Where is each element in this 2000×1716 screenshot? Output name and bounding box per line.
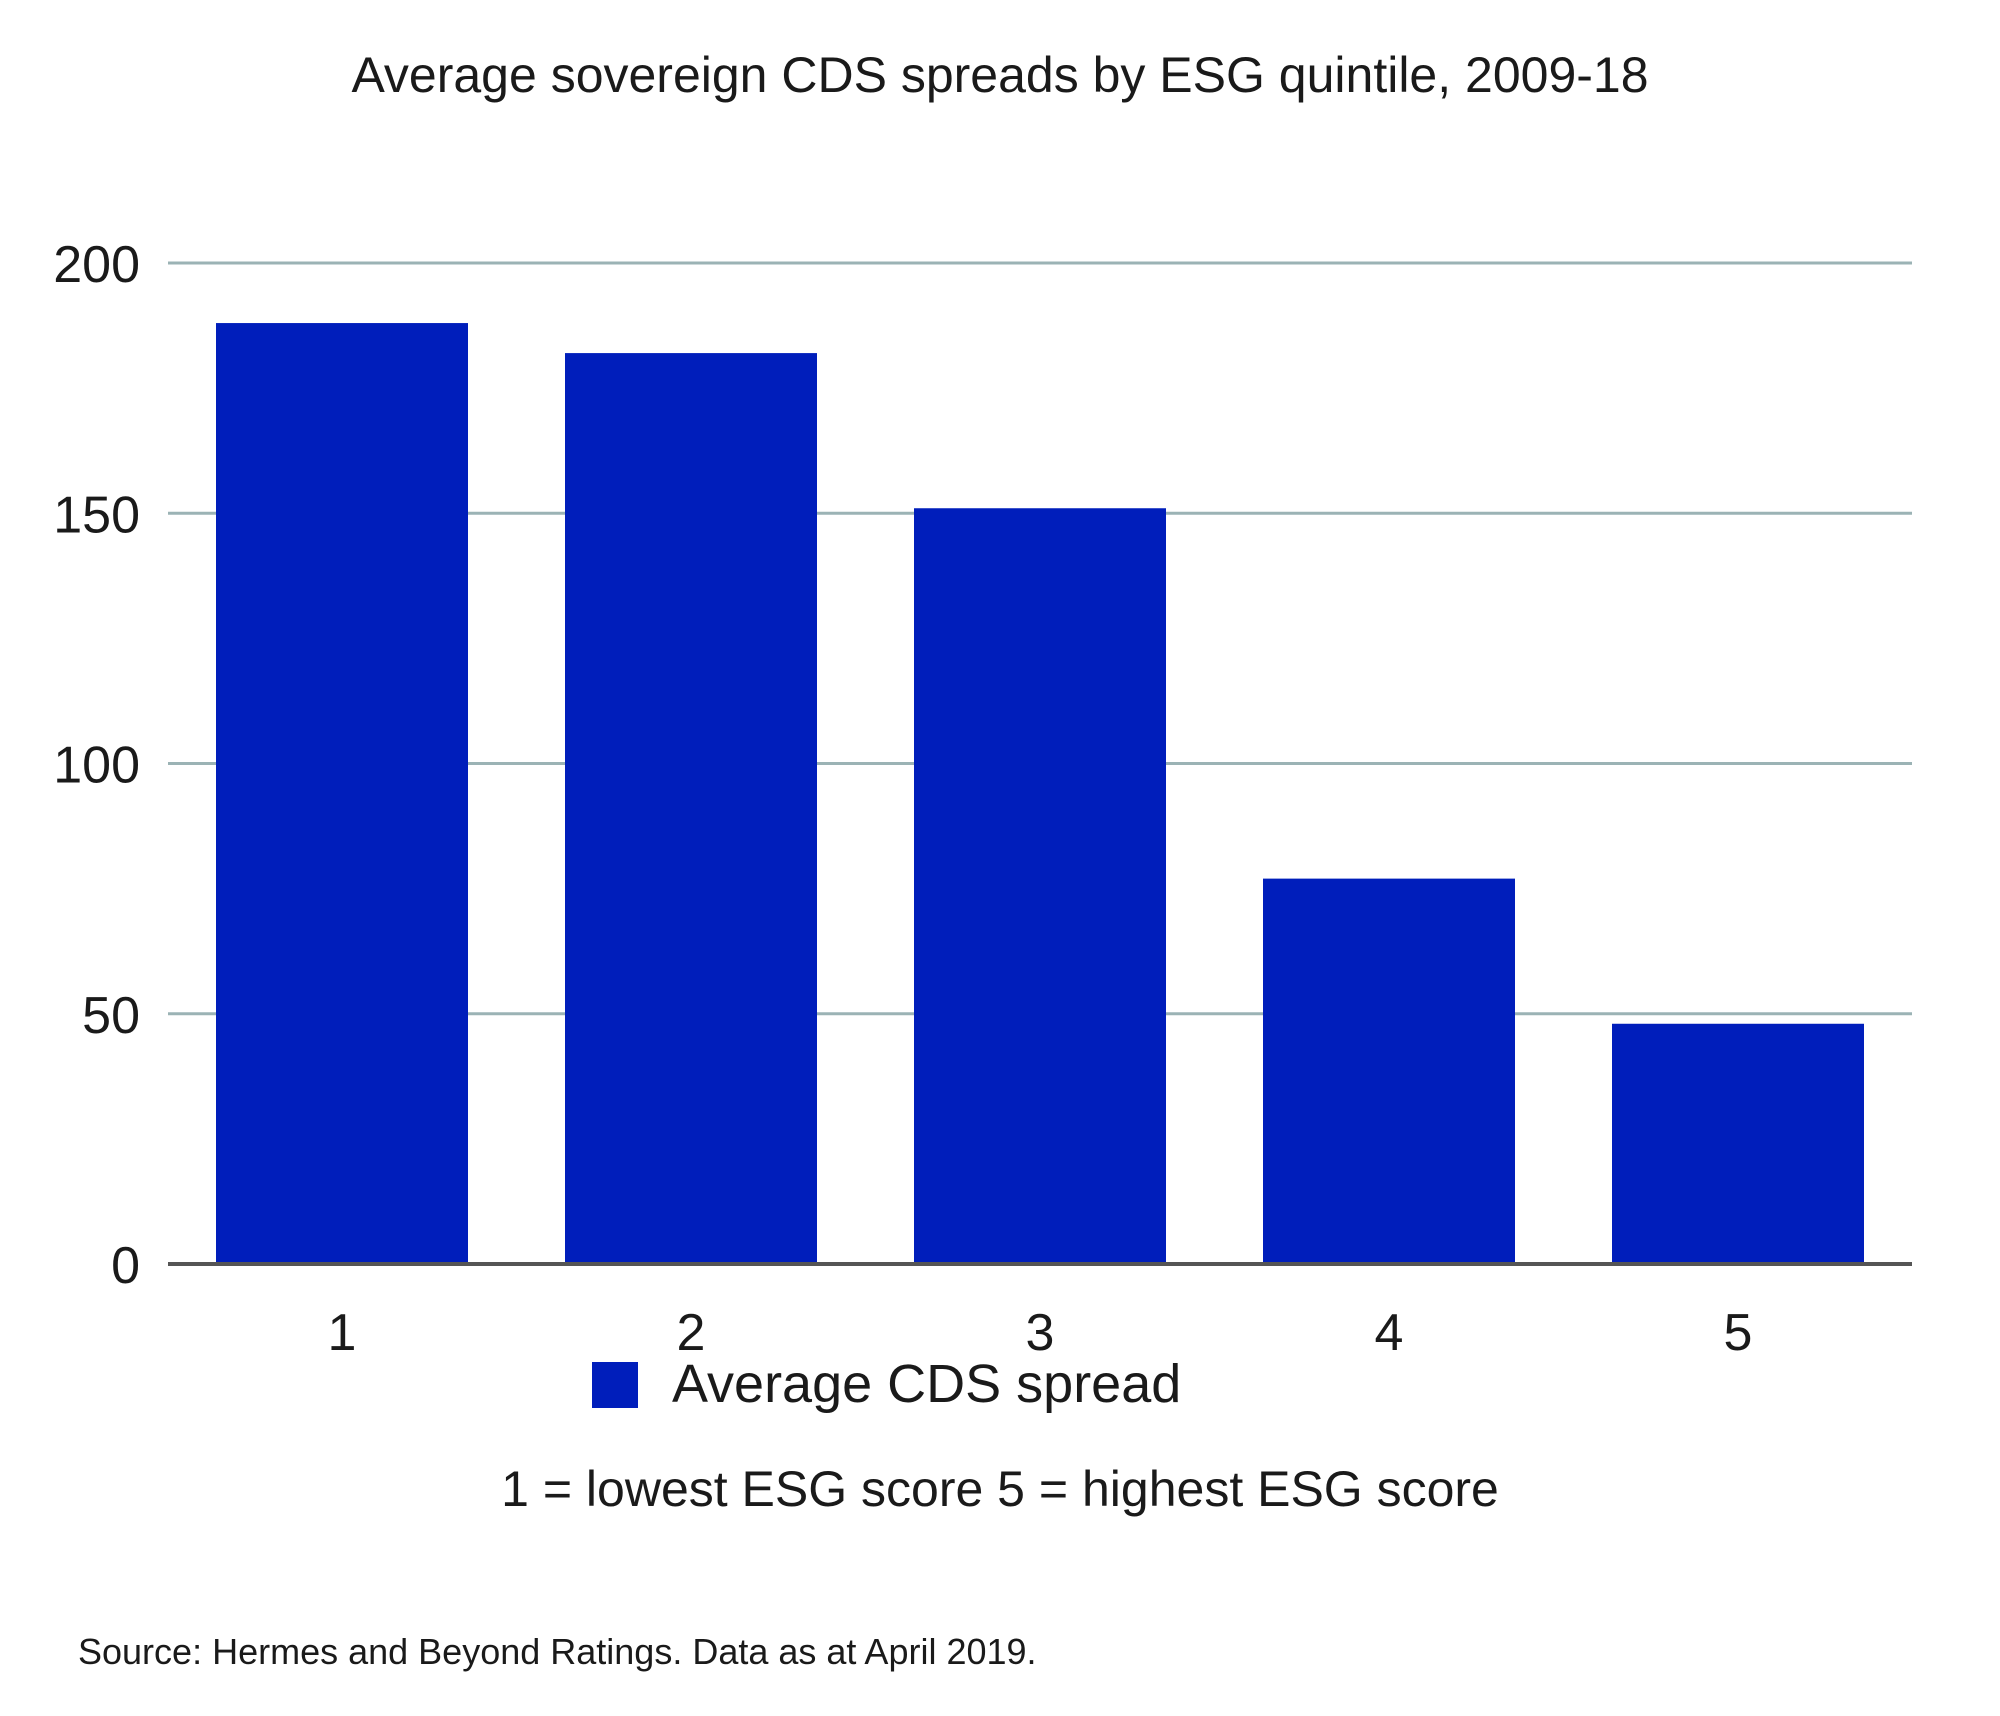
chart-note: 1 = lowest ESG score 5 = highest ESG sco… bbox=[501, 1461, 1499, 1517]
x-tick-label-3: 3 bbox=[1026, 1304, 1055, 1362]
y-tick-label-200: 200 bbox=[53, 236, 140, 294]
bar-1 bbox=[216, 323, 468, 1264]
legend-swatch-average-cds-spread bbox=[592, 1362, 638, 1408]
x-tick-label-5: 5 bbox=[1724, 1304, 1753, 1362]
y-tick-label-150: 150 bbox=[53, 486, 140, 544]
y-tick-label-0: 0 bbox=[111, 1237, 140, 1295]
x-axis-tick-labels: 1 2 3 4 5 bbox=[328, 1304, 1753, 1362]
bars bbox=[216, 323, 1864, 1265]
bar-4 bbox=[1263, 878, 1515, 1264]
x-tick-label-1: 1 bbox=[328, 1304, 357, 1362]
legend: Average CDS spread bbox=[592, 1354, 1181, 1414]
chart-title: Average sovereign CDS spreads by ESG qui… bbox=[351, 47, 1648, 103]
x-tick-label-2: 2 bbox=[677, 1304, 706, 1362]
source-note: Source: Hermes and Beyond Ratings. Data … bbox=[78, 1631, 1037, 1672]
y-tick-label-50: 50 bbox=[82, 987, 140, 1045]
y-tick-label-100: 100 bbox=[53, 737, 140, 795]
x-tick-label-4: 4 bbox=[1375, 1304, 1404, 1362]
bar-3 bbox=[914, 508, 1166, 1264]
bar-2 bbox=[565, 353, 817, 1265]
y-axis-tick-labels: 0 50 100 150 200 bbox=[53, 236, 140, 1295]
legend-label-average-cds-spread: Average CDS spread bbox=[672, 1354, 1181, 1414]
bar-5 bbox=[1612, 1023, 1864, 1264]
